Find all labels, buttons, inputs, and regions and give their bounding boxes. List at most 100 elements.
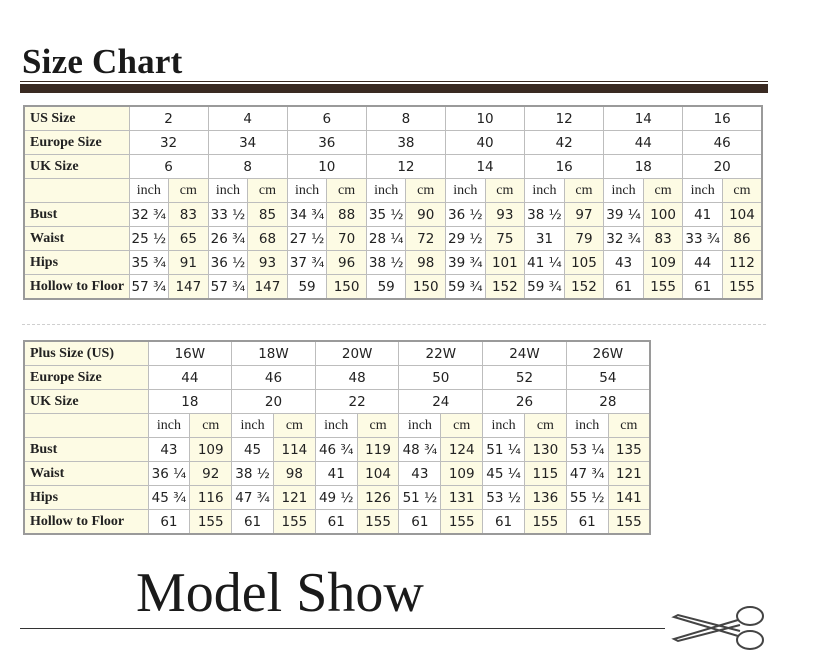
size-cell: 32 bbox=[128, 130, 209, 155]
cm-value: 136 bbox=[523, 485, 567, 510]
measurement-row: Waist 36 ¼ 92 38 ½ 98 41 104 43 109 45 ¼ 115 47 ¾ 12… bbox=[23, 461, 651, 486]
inch-value: 29 ½ bbox=[445, 226, 486, 251]
unit-row: inch cm inch cm inch cm inch cm inch cm inch cm bbox=[23, 413, 651, 438]
cm-value: 70 bbox=[326, 226, 367, 251]
cm-value: 130 bbox=[523, 437, 567, 462]
size-cell: 46 bbox=[231, 365, 316, 390]
cm-value: 101 bbox=[484, 250, 526, 275]
size-cell: 50 bbox=[398, 365, 484, 390]
inch-value: 39 ¼ bbox=[603, 202, 644, 227]
unit-cm: cm bbox=[272, 413, 316, 438]
inch-value: 61 bbox=[231, 509, 274, 535]
inch-value: 34 ¾ bbox=[286, 202, 328, 227]
inch-value: 39 ¾ bbox=[445, 250, 486, 275]
row-label: US Size bbox=[23, 105, 130, 131]
inch-value: 38 ½ bbox=[524, 202, 565, 227]
unit-inch: inch bbox=[524, 178, 565, 203]
cm-value: 68 bbox=[247, 226, 288, 251]
cm-value: 155 bbox=[523, 509, 567, 535]
row-label: Hollow to Floor bbox=[23, 509, 149, 535]
size-cell: 6 bbox=[286, 105, 367, 131]
cm-value: 109 bbox=[642, 250, 684, 275]
unit-cm: cm bbox=[440, 413, 484, 438]
cm-value: 155 bbox=[356, 509, 400, 535]
row-label: Hollow to Floor bbox=[23, 274, 130, 300]
cm-value: 155 bbox=[440, 509, 484, 535]
cm-value: 75 bbox=[484, 226, 526, 251]
cm-value: 126 bbox=[356, 485, 400, 510]
unit-inch: inch bbox=[482, 413, 525, 438]
size-header-row: UK Size 6 8 10 12 14 16 18 20 bbox=[23, 154, 763, 179]
inch-value: 26 ¾ bbox=[207, 226, 249, 251]
inch-value: 37 ¾ bbox=[286, 250, 328, 275]
cm-value: 121 bbox=[607, 461, 651, 486]
cm-value: 121 bbox=[272, 485, 316, 510]
inch-value: 38 ½ bbox=[231, 461, 274, 486]
size-cell: 16 bbox=[682, 105, 763, 131]
unit-inch: inch bbox=[445, 178, 486, 203]
size-cell: 8 bbox=[365, 105, 447, 131]
unit-cm: cm bbox=[484, 178, 526, 203]
size-cell: 48 bbox=[314, 365, 400, 390]
inch-value: 61 bbox=[398, 509, 442, 535]
unit-inch: inch bbox=[147, 413, 191, 438]
size-cell: 28 bbox=[565, 389, 651, 414]
row-label: Europe Size bbox=[23, 130, 130, 155]
cm-value: 79 bbox=[563, 226, 605, 251]
inch-value: 41 ¼ bbox=[524, 250, 565, 275]
size-cell: 38 bbox=[365, 130, 447, 155]
measurement-row: Waist 25 ½ 65 26 ¾ 68 27 ½ 70 28 ¼ 72 29 ½ 75 31 79 3… bbox=[23, 226, 763, 251]
unit-cm: cm bbox=[642, 178, 684, 203]
unit-cm: cm bbox=[563, 178, 605, 203]
row-label: Waist bbox=[23, 226, 130, 251]
dashed-divider bbox=[22, 324, 766, 325]
size-cell: 20W bbox=[314, 340, 400, 366]
size-cell: 16W bbox=[147, 340, 233, 366]
plus-size-table: Plus Size (US) 16W 18W 20W 22W 24W 26W Europe S… bbox=[23, 340, 651, 535]
unit-inch: inch bbox=[365, 178, 407, 203]
unit-inch: inch bbox=[231, 413, 274, 438]
cm-value: 105 bbox=[563, 250, 605, 275]
size-cell: 40 bbox=[444, 130, 526, 155]
size-cell: 18 bbox=[603, 154, 684, 179]
inch-value: 38 ½ bbox=[365, 250, 407, 275]
size-cell: 14 bbox=[444, 154, 526, 179]
size-cell: 18W bbox=[231, 340, 316, 366]
size-cell: 44 bbox=[603, 130, 684, 155]
cm-value: 150 bbox=[326, 274, 367, 300]
inch-value: 43 bbox=[147, 437, 191, 462]
inch-value: 57 ¾ bbox=[207, 274, 249, 300]
unit-cm: cm bbox=[405, 178, 446, 203]
inch-value: 53 ½ bbox=[482, 485, 525, 510]
cm-value: 86 bbox=[721, 226, 763, 251]
cm-value: 155 bbox=[189, 509, 233, 535]
size-cell: 22 bbox=[314, 389, 400, 414]
cm-value: 152 bbox=[563, 274, 605, 300]
cm-value: 104 bbox=[721, 202, 763, 227]
cm-value: 147 bbox=[247, 274, 288, 300]
inch-value: 61 bbox=[314, 509, 358, 535]
inch-value: 45 ¾ bbox=[147, 485, 191, 510]
size-cell: 26W bbox=[565, 340, 651, 366]
model-show-line bbox=[20, 628, 665, 629]
size-header-row: UK Size 18 20 22 24 26 28 bbox=[23, 389, 651, 414]
unit-cm: cm bbox=[326, 178, 367, 203]
inch-value: 47 ¾ bbox=[231, 485, 274, 510]
size-cell: 34 bbox=[207, 130, 288, 155]
size-cell: 24 bbox=[398, 389, 484, 414]
size-cell: 12 bbox=[524, 105, 605, 131]
inch-value: 45 bbox=[231, 437, 274, 462]
size-cell: 4 bbox=[207, 105, 288, 131]
cm-value: 90 bbox=[405, 202, 446, 227]
unit-inch: inch bbox=[207, 178, 249, 203]
model-show-heading: Model Show bbox=[136, 562, 424, 624]
cm-value: 91 bbox=[168, 250, 209, 275]
cm-value: 100 bbox=[642, 202, 684, 227]
cm-value: 104 bbox=[356, 461, 400, 486]
size-cell: 36 bbox=[286, 130, 367, 155]
cm-value: 85 bbox=[247, 202, 288, 227]
inch-value: 28 ¼ bbox=[365, 226, 407, 251]
inch-value: 41 bbox=[314, 461, 358, 486]
inch-value: 53 ¼ bbox=[565, 437, 609, 462]
